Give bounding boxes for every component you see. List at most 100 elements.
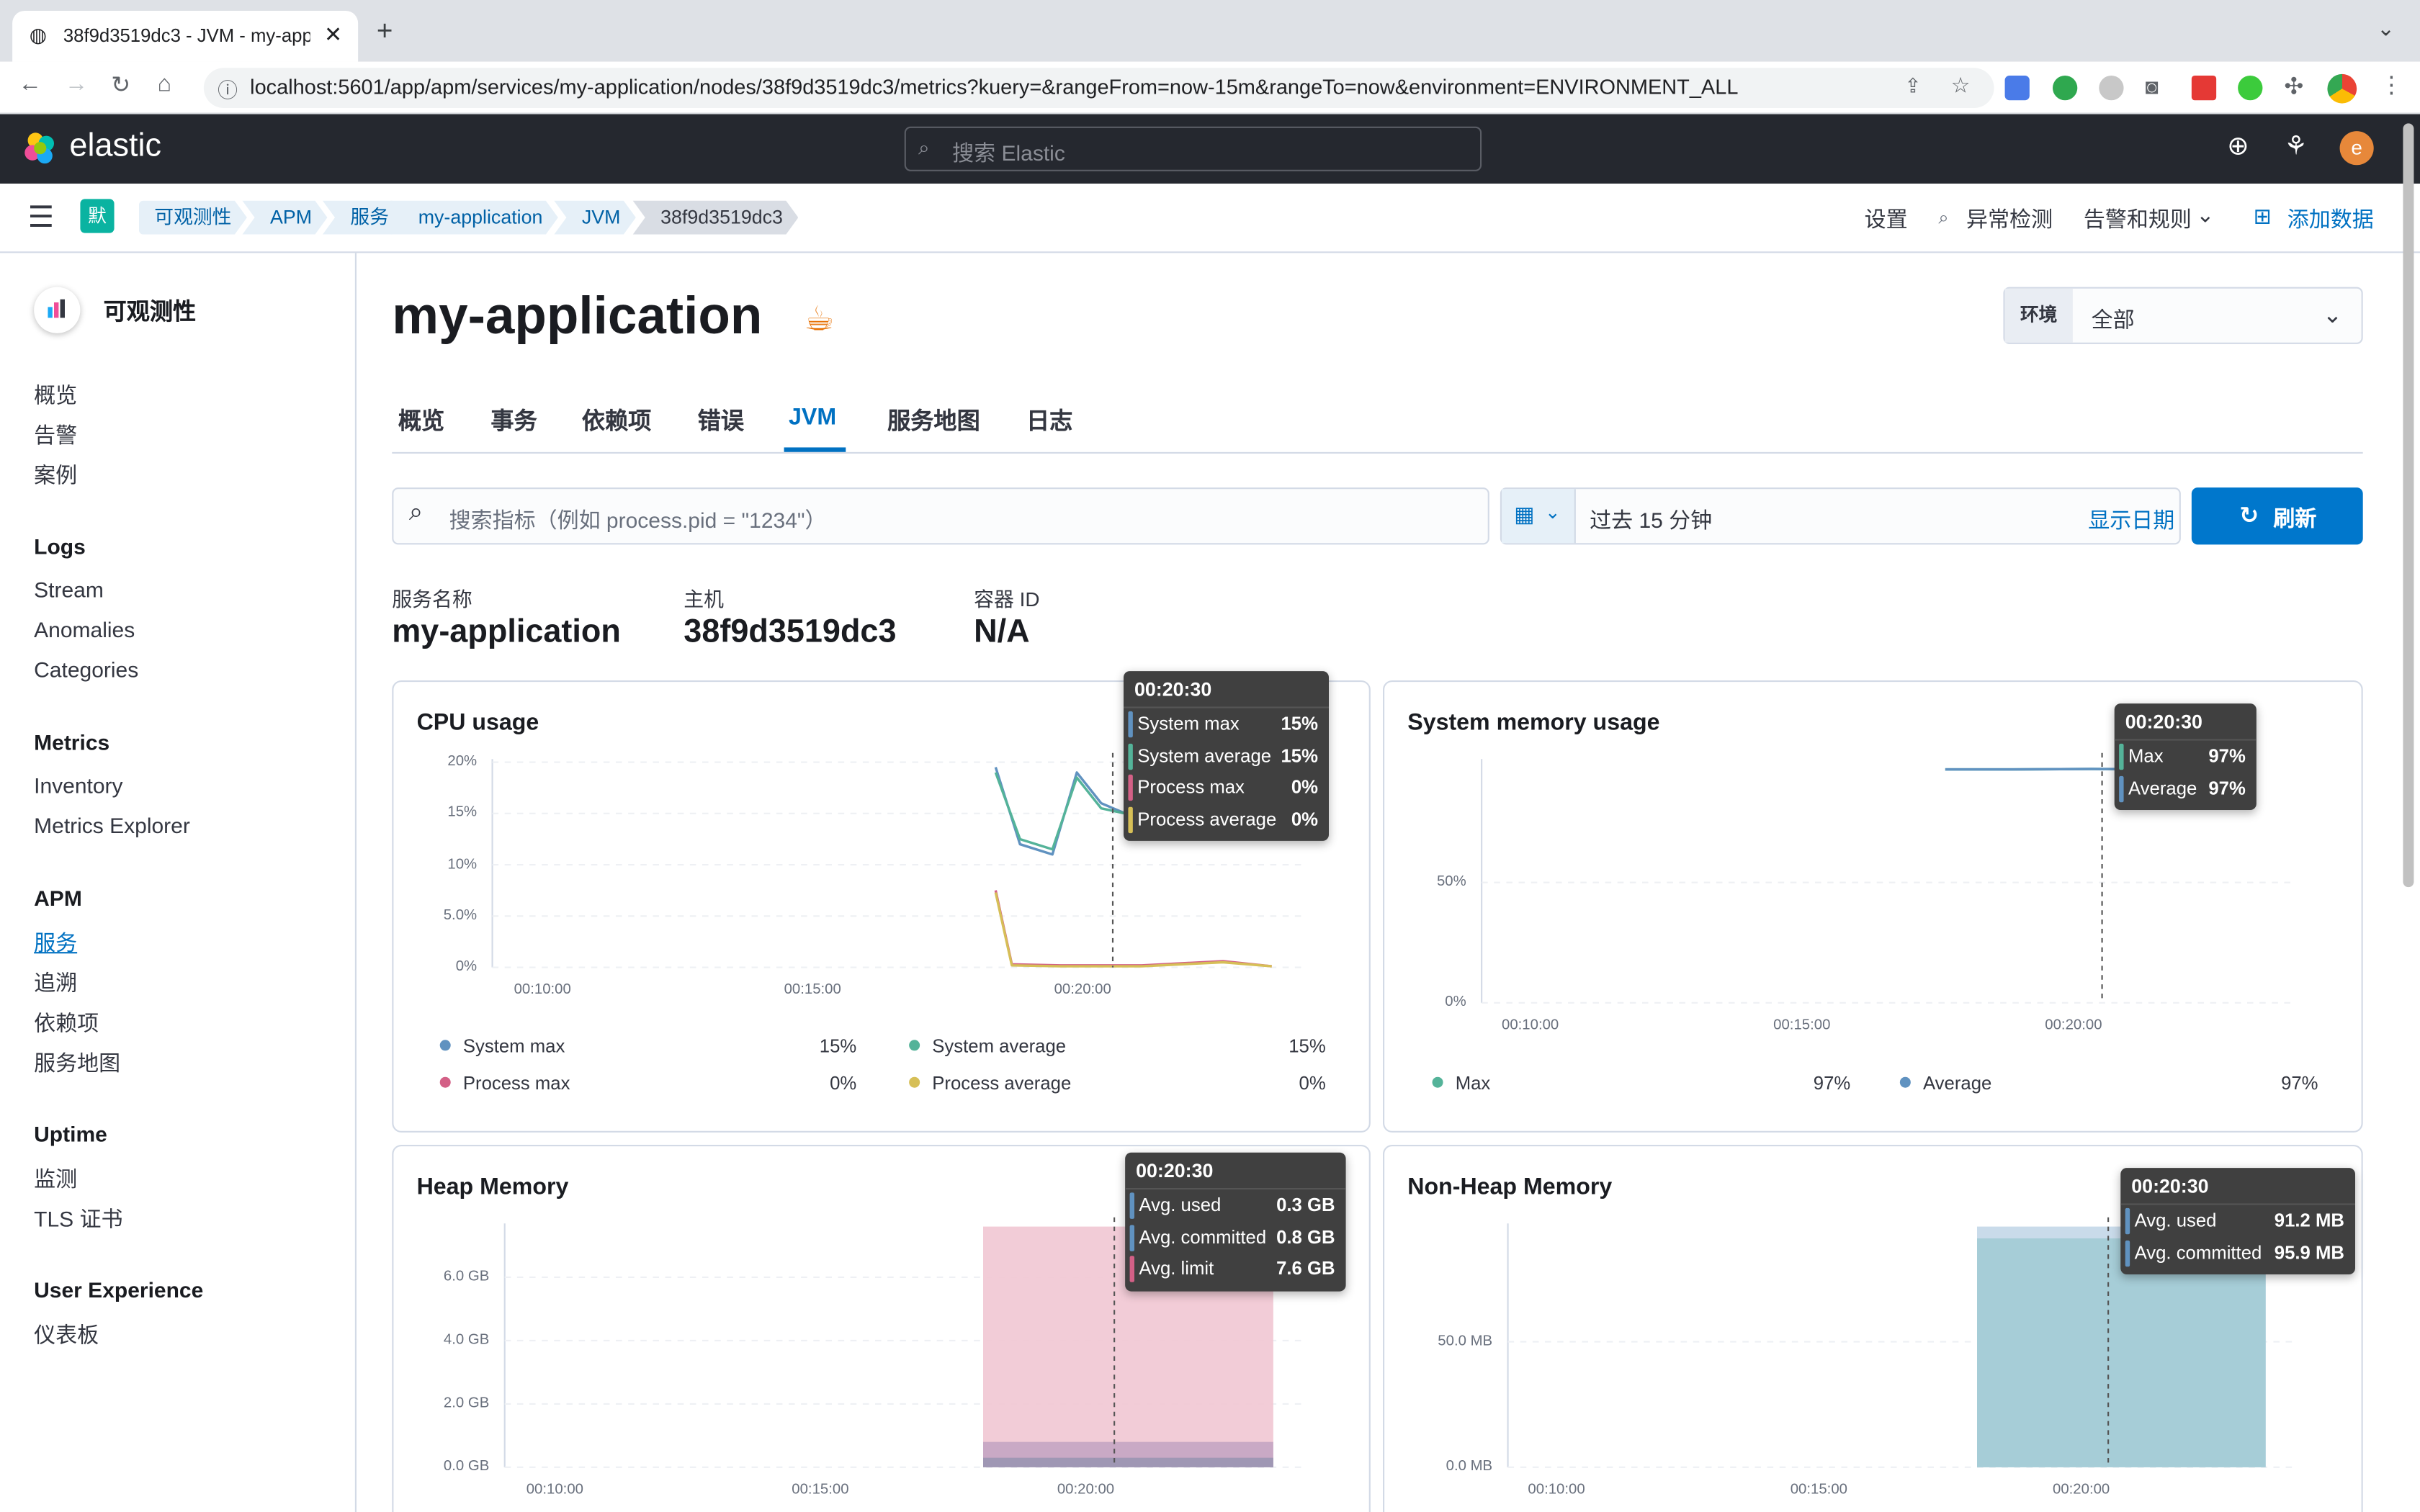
reload-icon[interactable]: ↻ <box>111 72 131 99</box>
chart-title: CPU usage <box>416 709 539 737</box>
breadcrumb-item-services[interactable]: 服务 <box>323 201 405 235</box>
breadcrumb-item-jvm[interactable]: JVM <box>554 201 636 235</box>
back-icon[interactable]: ← <box>18 71 42 97</box>
breadcrumb-item-service[interactable]: my-application <box>390 201 558 235</box>
url-text: localhost:5601/app/apm/services/my-appli… <box>250 76 1739 99</box>
tooltip-time: 00:20:30 <box>1124 671 1329 708</box>
sidebar-item-categories[interactable]: Categories <box>34 657 139 683</box>
tab-search-icon[interactable]: ⌄ <box>2377 15 2396 40</box>
sidebar-heading-logs: Logs <box>34 534 86 559</box>
breadcrumb-item-apm[interactable]: APM <box>242 201 327 235</box>
sidebar-item-stream[interactable]: Stream <box>34 577 104 602</box>
alerts-rules-link[interactable]: 告警和规则 <box>2083 207 2192 232</box>
evernote-extension-icon[interactable] <box>2053 76 2078 101</box>
legend-item[interactable]: Process max <box>439 1072 570 1094</box>
global-search-input[interactable]: ⌕ 搜索 Elastic <box>904 126 1482 171</box>
legend-item[interactable]: Max <box>1432 1072 1490 1094</box>
series-line <box>994 772 1126 851</box>
metrics-search-input[interactable]: ⌕ 搜索指标（例如 process.pid = "1234"） <box>392 487 1489 545</box>
tab-errors[interactable]: 错误 <box>697 408 744 436</box>
home-icon[interactable]: ⌂ <box>157 71 171 97</box>
help-icon[interactable]: ⊕ <box>2227 131 2249 161</box>
legend-item[interactable]: Average <box>1899 1072 1992 1094</box>
legend-value: 15% <box>819 1035 857 1057</box>
green-extension-icon[interactable] <box>2238 76 2263 101</box>
forward-icon[interactable]: → <box>65 71 89 97</box>
user-avatar[interactable]: e <box>2339 131 2374 166</box>
refresh-icon: ↻ <box>2239 503 2259 529</box>
chart-plot[interactable] <box>1384 1146 2363 1512</box>
sidebar-item-dashboard[interactable]: 仪表板 <box>34 1322 99 1347</box>
tooltip-series-name: Process average <box>1137 807 1277 829</box>
chart-title: Non-Heap Memory <box>1407 1174 1613 1201</box>
extension-icon[interactable] <box>2099 76 2124 101</box>
url-field[interactable]: ⓘ localhost:5601/app/apm/services/my-app… <box>203 68 1994 108</box>
chart-tooltip: 00:20:30 Avg. used 91.2 MB Avg. committed 95… <box>2120 1168 2355 1274</box>
y-tick-label: 4.0 GB <box>443 1331 490 1349</box>
settings-link[interactable]: 设置 <box>1864 207 1908 232</box>
chart-plot[interactable] <box>393 682 1370 1133</box>
y-tick-label: 0% <box>455 958 478 976</box>
legend-item[interactable]: System max <box>439 1035 565 1057</box>
elastic-logo-icon[interactable] <box>22 130 58 166</box>
date-picker[interactable]: ▦ ⌄ 过去 15 分钟 显示日期 <box>1500 487 2181 545</box>
sidebar-item-inventory[interactable]: Inventory <box>34 773 123 798</box>
sidebar-item-alerts[interactable]: 告警 <box>34 423 78 448</box>
time-range-text[interactable]: 过去 15 分钟 <box>1590 508 1713 533</box>
page-scrollbar[interactable] <box>2403 123 2414 888</box>
space-badge[interactable]: 默 <box>80 199 115 233</box>
legend-value: 97% <box>1813 1072 1851 1094</box>
tab-dependencies[interactable]: 依赖项 <box>581 408 652 436</box>
extensions-puzzle-icon[interactable]: ✣ <box>2284 73 2304 101</box>
environment-select[interactable]: 环境 全部 ⌄ <box>2003 287 2363 344</box>
sidebar-item-cases[interactable]: 案例 <box>34 462 78 488</box>
sidebar-item-service-map[interactable]: 服务地图 <box>34 1050 121 1076</box>
tab-logs[interactable]: 日志 <box>1026 408 1073 436</box>
sidebar-item-monitors[interactable]: 监测 <box>34 1166 78 1192</box>
sidebar-item-traces[interactable]: 追溯 <box>34 970 78 996</box>
sidebar-item-tls-certs[interactable]: TLS 证书 <box>34 1206 123 1231</box>
legend-label: Average <box>1923 1072 1992 1094</box>
chart-tooltip: 00:20:30 Avg. used 0.3 GB Avg. committed 0.8… <box>1125 1152 1346 1291</box>
bookmark-star-icon[interactable]: ☆ <box>1950 72 1971 97</box>
refresh-button[interactable]: ↻ 刷新 <box>2191 487 2363 545</box>
fe-extension-icon[interactable] <box>2191 76 2217 101</box>
y-tick-label: 0% <box>1445 994 1466 1011</box>
sidebar-item-dependencies[interactable]: 依赖项 <box>34 1010 99 1035</box>
legend-swatch <box>439 1040 451 1051</box>
sidebar-title: 可观测性 <box>103 299 197 326</box>
tab-service-map[interactable]: 服务地图 <box>887 408 980 436</box>
share-icon[interactable]: ⇪ <box>1904 73 1922 97</box>
chrome-profile-icon[interactable] <box>2327 73 2357 104</box>
sidebar-item-overview[interactable]: 概览 <box>34 382 78 408</box>
camera-extension-icon[interactable]: ◙ <box>2145 73 2159 99</box>
anomaly-detection-link[interactable]: 异常检测 <box>1966 207 2053 232</box>
quick-select-button[interactable]: ▦ ⌄ <box>1502 489 1576 544</box>
tooltip-value: 15% <box>1281 712 1318 734</box>
chevron-down-icon[interactable]: ⌄ <box>2196 202 2215 227</box>
tab-overview[interactable]: 概览 <box>398 408 445 436</box>
tab-transactions[interactable]: 事务 <box>490 408 537 436</box>
site-info-icon[interactable]: ⓘ <box>218 78 238 102</box>
sidebar-item-services[interactable]: 服务 <box>34 930 78 955</box>
legend-item[interactable]: Process average <box>909 1072 1071 1094</box>
y-tick-label: 0.0 MB <box>1446 1457 1493 1475</box>
news-feed-icon[interactable]: ⚘ <box>2284 131 2308 161</box>
menu-toggle-icon[interactable]: ☰ <box>27 202 55 235</box>
sidebar-item-metrics-explorer[interactable]: Metrics Explorer <box>34 813 190 838</box>
show-dates-link[interactable]: 显示日期 <box>2088 508 2175 533</box>
tab-jvm[interactable]: JVM <box>789 404 837 431</box>
browser-tab[interactable]: ◍ 38f9d3519dc3 - JVM - my-app ✕ <box>12 11 359 62</box>
globe-icon: ◍ <box>29 23 48 47</box>
sidebar-item-anomalies[interactable]: Anomalies <box>34 617 135 642</box>
new-tab-icon[interactable]: + <box>376 15 393 47</box>
add-data-link[interactable]: 添加数据 <box>2287 207 2374 232</box>
legend-item[interactable]: System average <box>909 1035 1066 1057</box>
chrome-menu-icon[interactable]: ⋮ <box>2380 72 2403 99</box>
translate-extension-icon[interactable] <box>2004 76 2030 101</box>
close-icon[interactable]: ✕ <box>324 22 343 47</box>
breadcrumb-item-observability[interactable]: 可观测性 <box>139 201 247 235</box>
tooltip-swatch <box>2119 743 2124 770</box>
tooltip-series-name: Avg. committed <box>2134 1241 2262 1263</box>
tooltip-time: 00:20:30 <box>1125 1153 1346 1190</box>
